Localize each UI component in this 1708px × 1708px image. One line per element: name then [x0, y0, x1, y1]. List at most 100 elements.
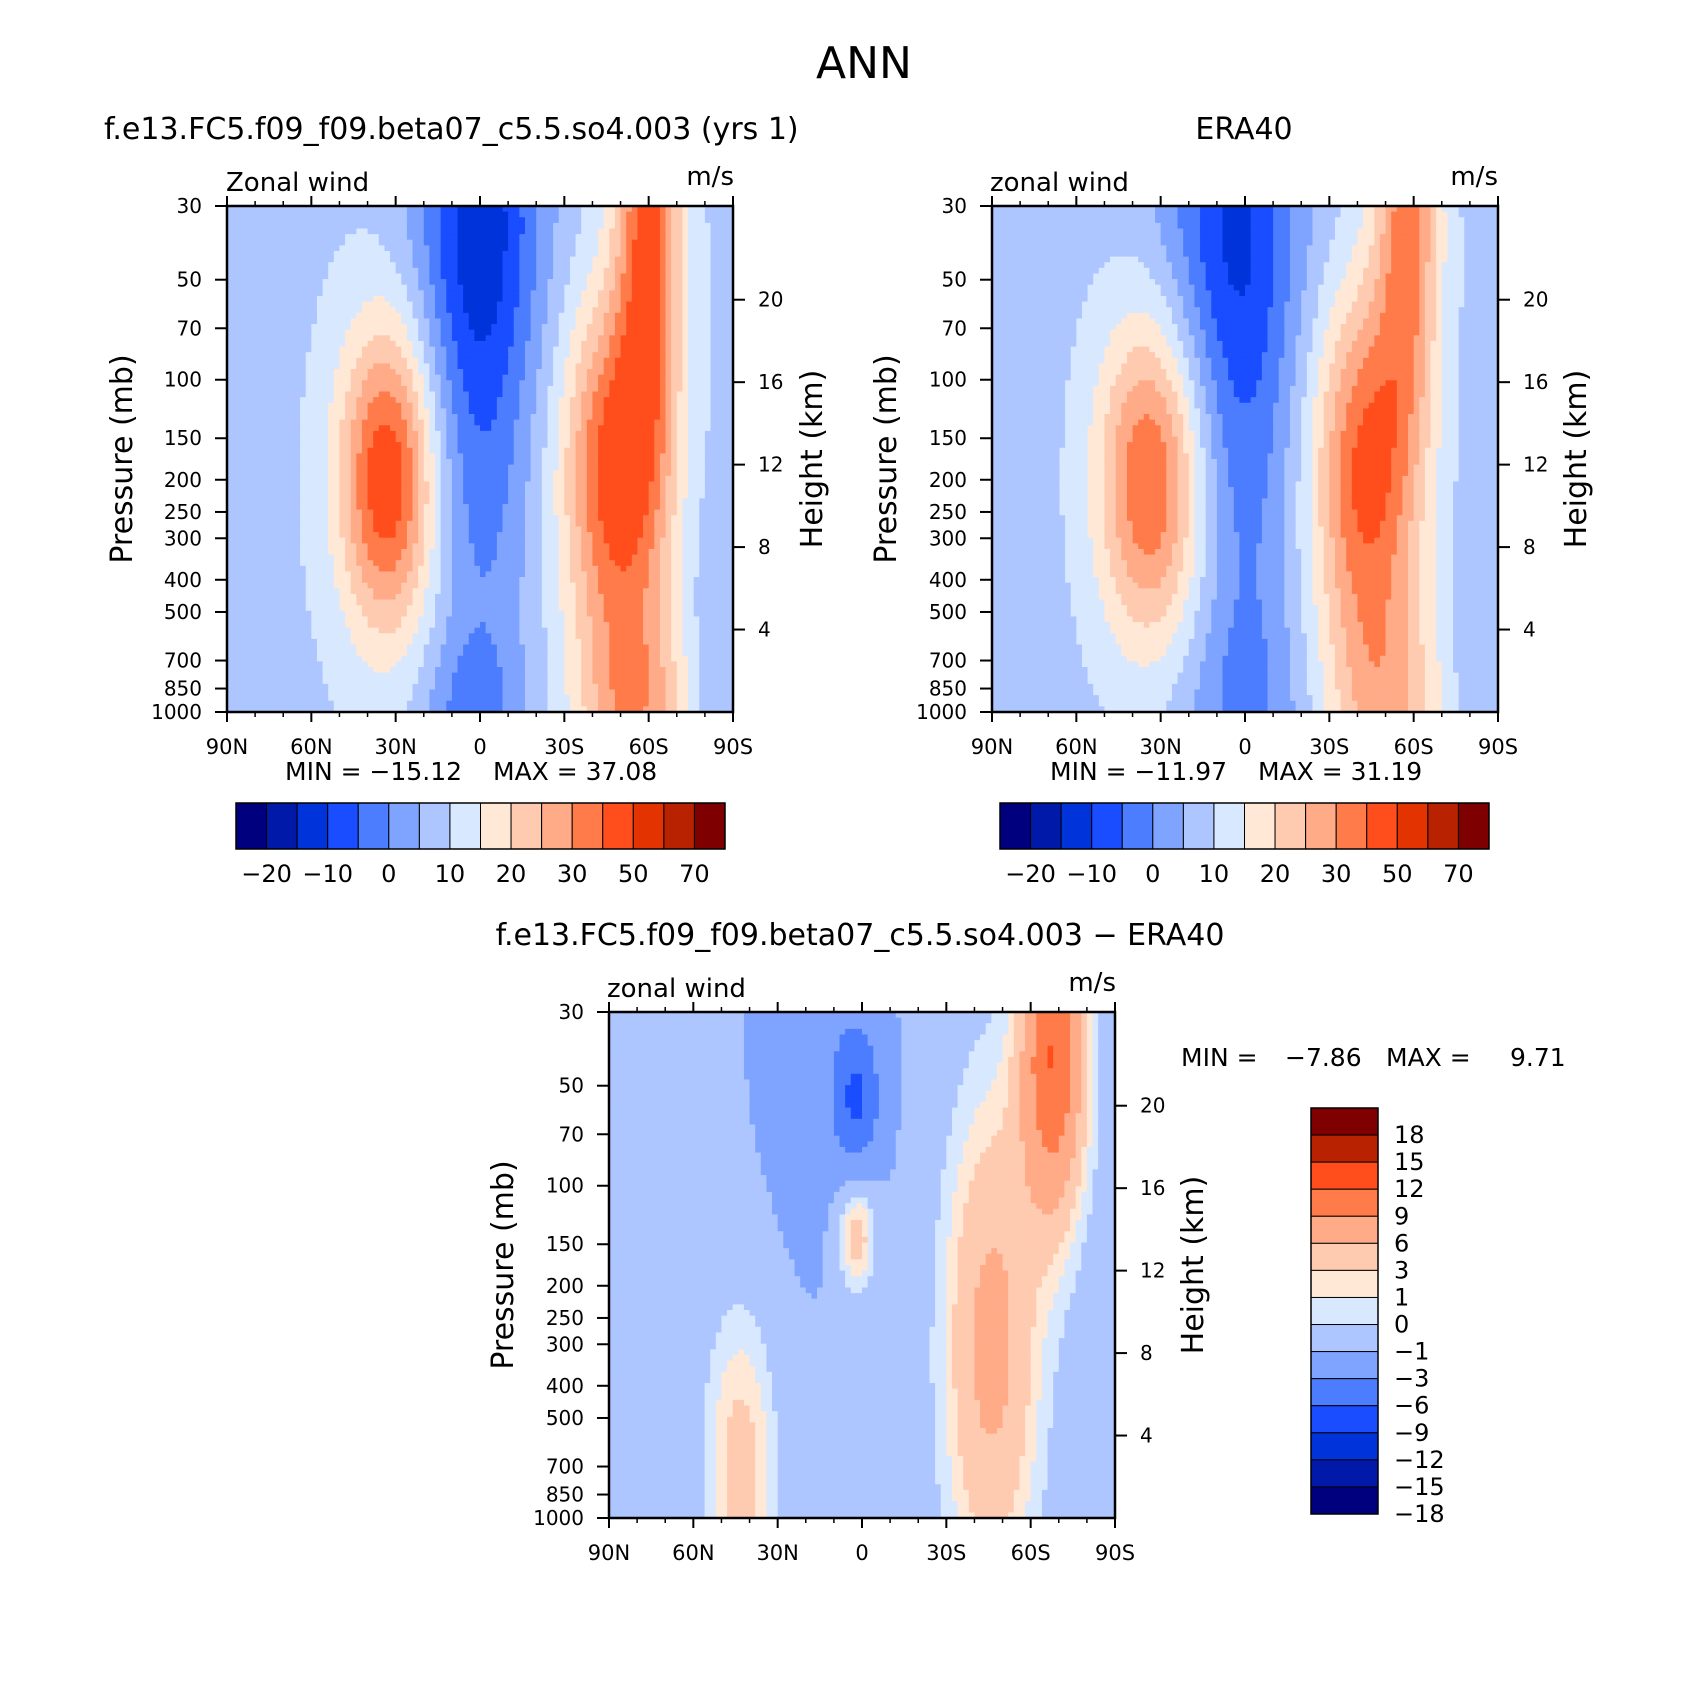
contour-cell: [339, 273, 346, 280]
contour-cell: [547, 470, 554, 477]
contour-cell: [609, 222, 616, 230]
contour-cell: [316, 206, 324, 213]
contour-cell: [468, 234, 475, 241]
contour-cell: [418, 397, 425, 404]
contour-cell: [288, 318, 296, 325]
contour-cell: [530, 402, 537, 409]
contour-cell: [390, 222, 397, 230]
contour-cell: [418, 408, 425, 415]
contour-cell: [440, 346, 447, 353]
contour-cell: [294, 385, 301, 393]
contour-cell: [288, 335, 296, 342]
contour-cell: [564, 290, 571, 297]
contour-cell: [271, 234, 279, 241]
contour-cell: [345, 385, 352, 393]
contour-cell: [367, 312, 374, 320]
contour-cell: [575, 408, 582, 415]
contour-cell: [710, 335, 717, 342]
contour-cell: [350, 357, 357, 365]
contour-cell: [328, 329, 335, 336]
contour-cell: [260, 515, 267, 522]
contour-cell: [384, 267, 391, 275]
contour-cell: [485, 459, 492, 466]
contour-cell: [598, 425, 605, 432]
contour-cell: [468, 503, 475, 511]
contour-cell: [423, 357, 430, 365]
contour-cell: [688, 391, 695, 398]
contour-cell: [637, 425, 644, 432]
contour-cell: [665, 363, 672, 370]
contour-cell: [575, 307, 582, 314]
contour-cell: [401, 475, 408, 483]
contour-cell: [699, 481, 706, 488]
contour-cell: [536, 234, 543, 241]
contour-cell: [451, 453, 459, 460]
contour-cell: [654, 447, 661, 454]
contour-cell: [581, 301, 588, 308]
contour-cell: [356, 509, 363, 516]
contour-cell: [373, 357, 380, 365]
contour-cell: [485, 256, 492, 263]
contour-cell: [305, 402, 312, 409]
contour-cell: [727, 475, 733, 483]
contour-cell: [586, 402, 594, 409]
contour-cell: [609, 481, 616, 488]
contour-cell: [480, 402, 487, 409]
contour-cell: [440, 498, 447, 505]
contour-cell: [553, 374, 560, 381]
contour-cell: [586, 459, 594, 466]
contour-cell: [395, 374, 402, 381]
contour-cell: [300, 487, 307, 494]
contour-cell: [569, 312, 577, 320]
contour-cell: [316, 284, 324, 291]
contour-cell: [536, 301, 543, 308]
contour-cell: [513, 436, 520, 443]
contour-cell: [361, 267, 369, 275]
contour-cell: [468, 211, 475, 218]
contour-cell: [710, 481, 717, 488]
contour-cell: [440, 436, 447, 443]
contour-cell: [710, 256, 717, 263]
contour-cell: [457, 245, 464, 252]
contour-cell: [271, 498, 279, 505]
contour-cell: [395, 228, 402, 235]
contour-cell: [401, 273, 408, 280]
contour-cell: [693, 245, 700, 252]
contour-cell: [305, 470, 312, 477]
contour-cell: [575, 346, 582, 353]
contour-cell: [311, 318, 318, 325]
contour-cell: [322, 301, 329, 308]
contour-cell: [350, 470, 357, 477]
contour-cell: [412, 430, 419, 438]
contour-cell: [721, 279, 728, 286]
contour-cell: [541, 380, 549, 387]
contour-cell: [553, 279, 560, 286]
contour-cell: [373, 391, 380, 398]
contour-cell: [564, 430, 571, 438]
contour-cell: [271, 414, 279, 421]
contour-cell: [541, 273, 549, 280]
contour-cell: [491, 307, 498, 314]
contour-cell: [665, 459, 672, 466]
contour-cell: [345, 256, 352, 263]
contour-cell: [356, 284, 363, 291]
contour-cell: [423, 307, 430, 314]
contour-cell: [631, 492, 639, 499]
contour-cell: [693, 385, 700, 393]
contour-cell: [648, 425, 655, 432]
contour-cell: [266, 385, 273, 393]
contour-cell: [609, 284, 616, 291]
contour-cell: [480, 301, 487, 308]
contour-cell: [435, 295, 442, 303]
contour-cell: [474, 222, 481, 230]
contour-cell: [581, 453, 588, 460]
contour-cell: [249, 442, 256, 449]
contour-cell: [412, 318, 419, 325]
contour-cell: [401, 340, 408, 348]
contour-cell: [271, 273, 279, 280]
contour-cell: [294, 352, 301, 359]
contour-cell: [693, 222, 700, 230]
contour-cell: [435, 380, 442, 387]
contour-cell: [451, 475, 459, 483]
contour-cell: [429, 357, 436, 365]
